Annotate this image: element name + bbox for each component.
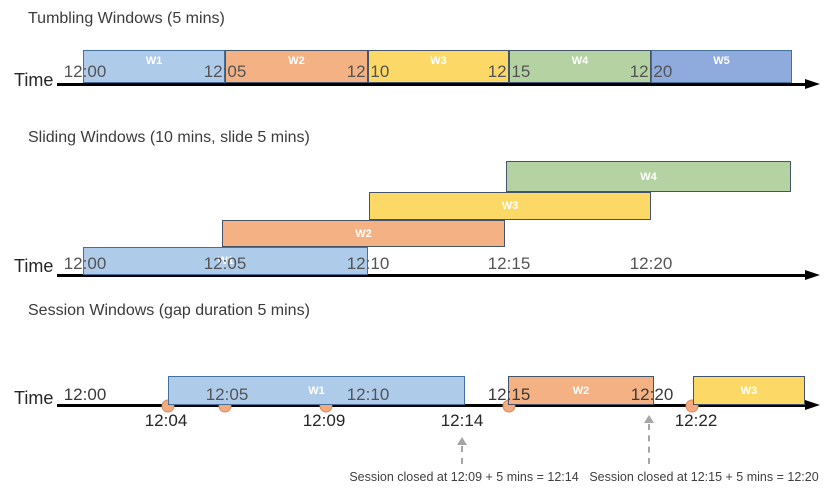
- time-axis-tumbling: [57, 83, 807, 86]
- annotation-arrow-up-icon: [644, 415, 654, 423]
- tumbling-window-bar-w4: W4: [509, 50, 651, 83]
- time-axis-label-sliding: Time: [14, 256, 54, 276]
- axis-arrowhead-icon: [805, 400, 820, 410]
- tick-label: 12:10: [346, 254, 390, 273]
- time-axis-label-tumbling: Time: [14, 70, 54, 90]
- event-time-label: 12:22: [674, 411, 718, 430]
- section-title-tumbling: Tumbling Windows (5 mins): [28, 10, 225, 27]
- session-window-bar-w2: W2: [508, 376, 654, 405]
- sliding-window-bar-w2: W2: [222, 220, 505, 247]
- tick-label: 12:00: [63, 385, 107, 404]
- time-axis-label-session: Time: [14, 388, 54, 408]
- sliding-window-bar-w3: W3: [369, 192, 651, 220]
- section-title-sliding: Sliding Windows (10 mins, slide 5 mins): [28, 129, 310, 146]
- sliding-window-bar-w1: W1: [83, 247, 368, 275]
- tumbling-window-bar-w1: W1: [83, 50, 225, 83]
- tick-label: 12:15: [487, 62, 531, 81]
- tick-label: 12:10: [346, 385, 390, 404]
- tick-label: 12:20: [630, 385, 674, 404]
- session-window-bar-w3: W3: [693, 376, 805, 405]
- sliding-window-bar-w4: W4: [506, 161, 791, 192]
- event-time-label: 12:09: [302, 411, 346, 430]
- tumbling-window-bar-w5: W5: [651, 50, 792, 83]
- tick-label: 12:00: [63, 254, 107, 273]
- tick-label: 12:05: [203, 62, 247, 81]
- annotation-arrow-line: [648, 424, 650, 464]
- tick-label: 12:20: [629, 254, 673, 273]
- tick-label: 12:05: [205, 385, 249, 404]
- tick-label: 12:15: [487, 385, 531, 404]
- time-axis-session: [57, 404, 807, 407]
- tick-label: 12:10: [346, 62, 390, 81]
- tumbling-window-bar-w2: W2: [225, 50, 368, 83]
- section-title-session: Session Windows (gap duration 5 mins): [28, 302, 310, 319]
- event-time-label: 12:04: [144, 411, 188, 430]
- axis-arrowhead-icon: [805, 79, 820, 89]
- session-window-bar-w1: W1: [168, 376, 465, 405]
- annotation-arrow-up-icon: [457, 437, 467, 445]
- annotation-arrow-line: [461, 446, 463, 464]
- session-annotation: Session closed at 12:09 + 5 mins = 12:14: [349, 470, 579, 484]
- tick-label: 12:05: [203, 254, 247, 273]
- tick-label: 12:15: [487, 254, 531, 273]
- tick-label: 12:00: [63, 62, 107, 81]
- session-annotation: Session closed at 12:15 + 5 mins = 12:20: [589, 470, 819, 484]
- tick-label: 12:20: [629, 62, 673, 81]
- axis-arrowhead-icon: [805, 270, 820, 280]
- time-axis-sliding: [57, 274, 807, 277]
- event-time-label: 12:14: [440, 411, 484, 430]
- tumbling-window-bar-w3: W3: [368, 50, 509, 83]
